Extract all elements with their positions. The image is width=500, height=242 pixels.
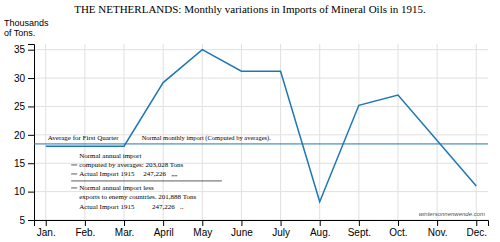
marks [34,50,488,202]
tick-label: June [231,227,253,238]
tick-label: 35 [14,44,26,55]
grid-line [476,44,477,220]
tick-mark [476,220,477,226]
chart-container: THE NETHERLANDS: Monthly variations in I… [0,0,500,242]
tick-label: 25 [14,101,26,112]
tick: 25 [14,101,34,112]
tick: 15 [14,158,34,169]
x-axis: Jan. Feb. Mar. April May June July Aug. Sept. Oct… [35,220,489,238]
annotation: Normal annual import less [79,184,154,192]
tick-label: Sept. [348,227,371,238]
grid-line [437,44,438,220]
y-axis-label: of Tons. [4,28,35,38]
tick: May [193,220,212,238]
tick-mark [28,106,34,107]
tick-label: Oct. [389,227,407,238]
tick-label: 15 [14,158,26,169]
tick-label: Nov. [428,227,448,238]
tick: Oct. [389,220,407,238]
tick-mark [28,163,34,164]
tick: Feb. [75,220,95,238]
grid [34,44,488,220]
tick-label: April [154,227,174,238]
annotation-separator [71,180,222,181]
tick: 30 [14,73,34,84]
annotation: computed by averages: 203,028 Tons [79,161,183,169]
title: THE NETHERLANDS: Monthly variations in I… [74,3,426,15]
tick-label: Aug. [310,227,331,238]
annotation: Actual Import 1915 247,226 .. [79,203,183,211]
y-axis-label: Thousands [4,18,49,28]
annotation-dash [71,164,77,165]
tick-label: 10 [14,186,26,197]
tick-mark [320,220,321,226]
tick-mark [28,192,34,193]
tick: June [231,220,253,238]
tick: Aug. [310,220,331,238]
annotations: Average for First Quarter Normal monthly … [48,134,485,217]
grid-line [34,78,488,79]
tick-mark [437,220,438,226]
annotation: Normal monthly import (Computed by avera… [142,134,272,142]
grid-line [319,44,320,220]
tick-label: Jan. [37,227,56,238]
tick: Dec. [466,220,487,238]
tick-mark [28,220,34,221]
axis-line [35,221,489,227]
tick-mark [46,220,47,226]
watermark: wintersonnenwende.com [419,211,485,217]
annotation: Average for First Quarter [48,134,119,142]
grid-line [34,49,488,50]
tick: April [154,220,174,238]
tick-mark [241,220,242,226]
chart: THE NETHERLANDS: Monthly variations in I… [0,0,500,242]
grid-line [45,44,46,220]
tick-mark [359,220,360,226]
tick-label: Feb. [75,227,95,238]
line [46,50,477,202]
tick-label: Dec. [466,227,487,238]
tick: 5 [19,215,34,226]
tick: Jan. [37,220,56,238]
tick-label: 20 [14,130,26,141]
tick-mark [28,78,34,79]
tick-label: May [193,227,212,238]
grid-line [358,44,359,220]
grid-line [397,44,398,220]
tick: 10 [14,186,34,197]
axis-line [28,45,35,221]
tick: 20 [14,130,34,141]
tick-mark [163,220,164,226]
annotation: Actual Import 1915 247,226 „„ [79,170,177,178]
tick-label: Mar. [115,227,134,238]
tick: Nov. [428,220,448,238]
tick: July [272,220,290,238]
annotation: exports to enemy countries. 201,888 Tons [79,193,196,201]
reference-line [34,143,488,144]
tick-label: 5 [19,215,25,226]
grid-line [280,44,281,220]
annotation-dash [71,187,77,188]
y-axis: 5 10 15 20 25 30 35 [14,44,35,225]
tick-label: 30 [14,73,26,84]
grid-line [202,44,203,220]
tick-mark [85,220,86,226]
tick-mark [124,220,125,226]
plot: 5 10 15 20 25 30 35 Jan. Feb. Mar. April May June Jul… [14,44,489,238]
tick-mark [202,220,203,226]
tick: 35 [14,44,34,55]
tick-mark [28,50,34,51]
annotation: Normal annual import [79,152,141,160]
tick: Sept. [348,220,371,238]
tick: Mar. [115,220,134,238]
grid-line [34,106,488,107]
annotation-dash [71,173,77,174]
tick-mark [281,220,282,226]
tick-mark [28,135,34,136]
tick-mark [398,220,399,226]
tick-label: July [272,227,290,238]
